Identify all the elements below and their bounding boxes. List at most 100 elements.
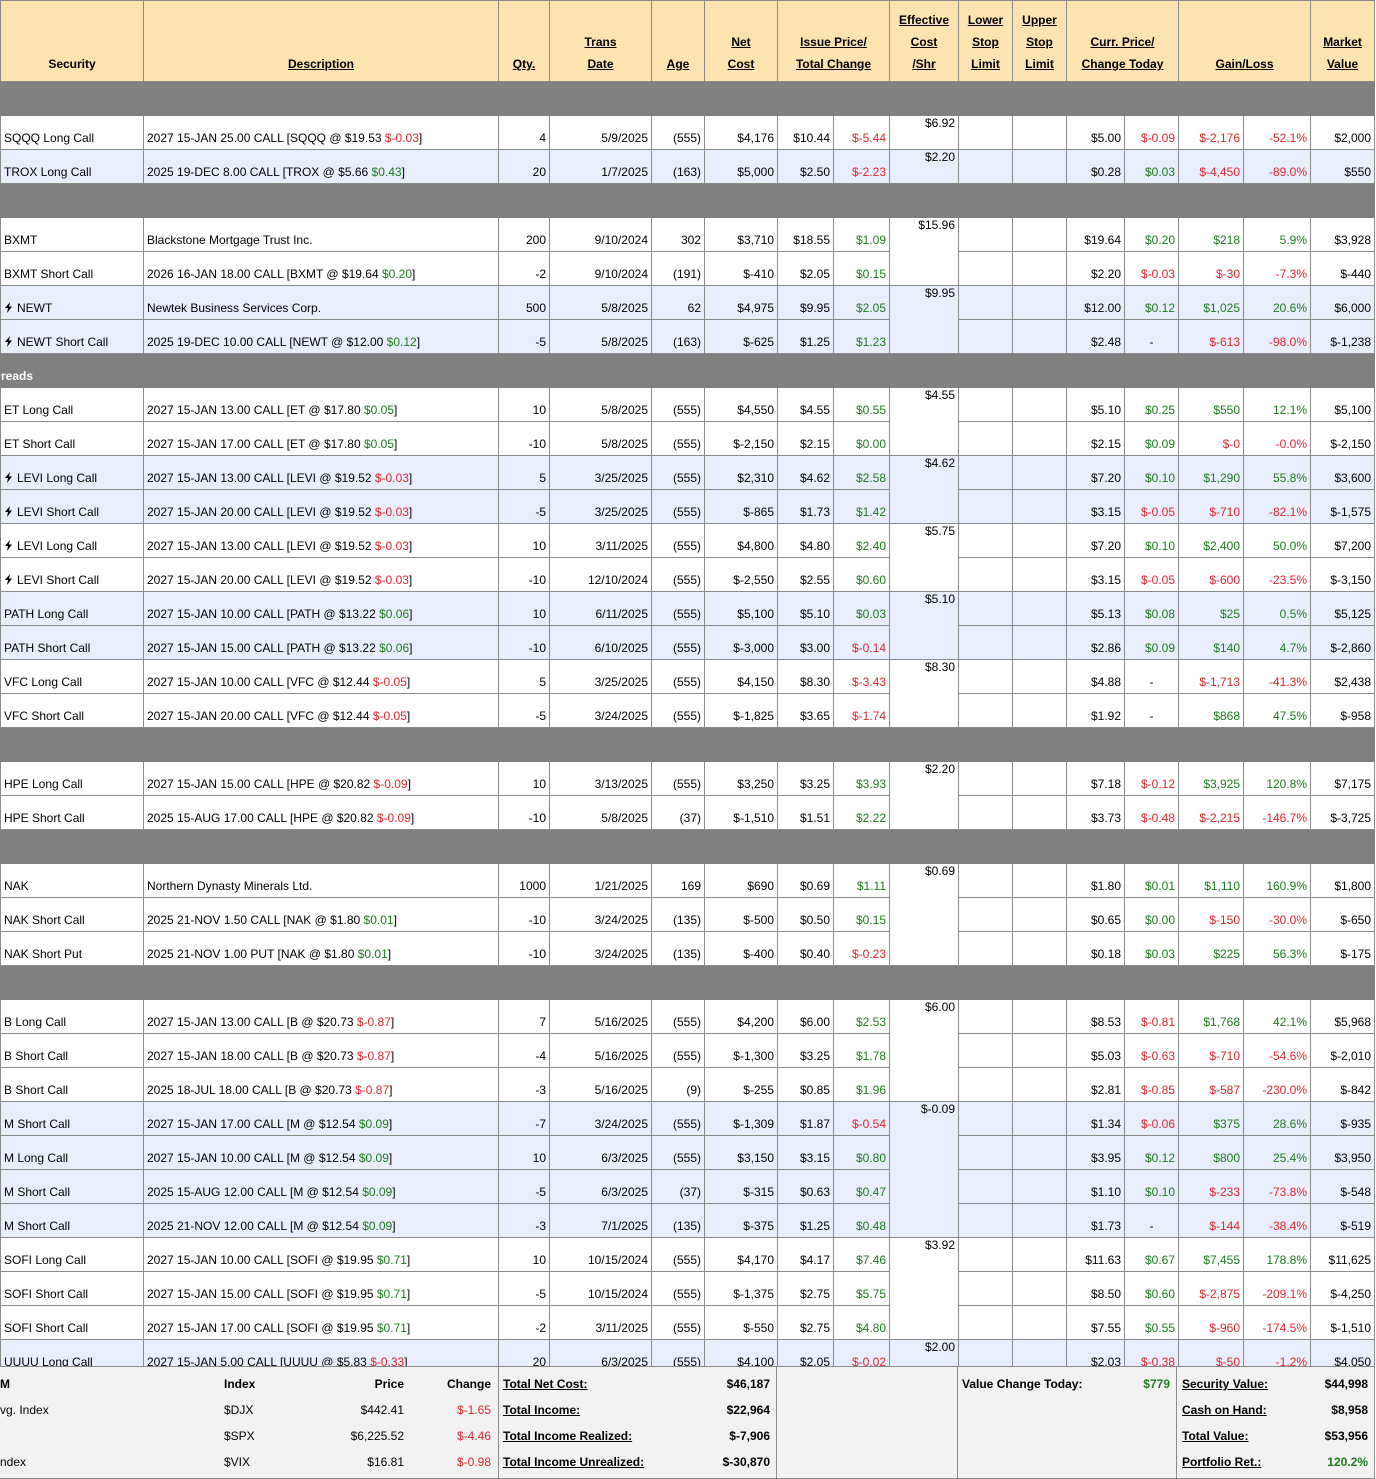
col-header-trans-date[interactable]: Trans Date xyxy=(549,0,652,82)
lower-stop-cell[interactable] xyxy=(958,1101,1013,1136)
security-cell[interactable]: VFC Long Call xyxy=(0,659,144,694)
lower-stop-cell[interactable] xyxy=(958,693,1013,728)
lower-stop-cell[interactable] xyxy=(958,251,1013,286)
security-cell[interactable]: NAK xyxy=(0,863,144,898)
security-cell[interactable]: LEVI Long Call xyxy=(0,523,144,558)
security-cell[interactable]: SOFI Short Call xyxy=(0,1305,144,1340)
upper-stop-cell[interactable] xyxy=(1012,625,1067,660)
lower-stop-cell[interactable] xyxy=(958,557,1013,592)
upper-stop-cell[interactable] xyxy=(1012,1135,1067,1170)
table-row[interactable]: PATH Long Call 2027 15-JAN 10.00 CALL [PA… xyxy=(0,591,1376,660)
security-cell[interactable]: HPE Long Call xyxy=(0,761,144,796)
security-cell[interactable]: M Short Call xyxy=(0,1203,144,1238)
index-row-symbol[interactable]: $DJX xyxy=(224,1403,254,1417)
table-row[interactable]: NAK Short Call 2025 21-NOV 1.50 CALL [NAK… xyxy=(0,897,1376,932)
lower-stop-cell[interactable] xyxy=(958,795,1013,830)
table-row[interactable]: B Short Call 2027 15-JAN 18.00 CALL [B @ … xyxy=(0,1033,1376,1068)
lower-stop-cell[interactable] xyxy=(958,1237,1013,1272)
lower-stop-cell[interactable] xyxy=(958,761,1013,796)
table-row[interactable]: BXMT Short Call 2026 16-JAN 18.00 CALL [B… xyxy=(0,251,1376,286)
upper-stop-cell[interactable] xyxy=(1012,149,1067,184)
table-row[interactable]: SQQQ Long Call 2027 15-JAN 25.00 CALL [SQ… xyxy=(0,115,1376,150)
upper-stop-cell[interactable] xyxy=(1012,489,1067,524)
security-cell[interactable]: PATH Long Call xyxy=(0,591,144,626)
security-cell[interactable]: SOFI Short Call xyxy=(0,1271,144,1306)
security-cell[interactable]: NEWT Short Call xyxy=(0,319,144,354)
col-header-issue-price[interactable]: Issue Price/Total Change xyxy=(777,0,890,82)
col-header-upper-stop[interactable]: Upper Stop Limit xyxy=(1012,0,1067,82)
lower-stop-cell[interactable] xyxy=(958,489,1013,524)
table-row[interactable]: SOFI Short Call 2027 15-JAN 17.00 CALL [S… xyxy=(0,1305,1376,1340)
security-cell[interactable]: NAK Short Call xyxy=(0,897,144,932)
table-row[interactable]: LEVI Long Call 2027 15-JAN 13.00 CALL [LE… xyxy=(0,455,1376,524)
security-cell[interactable]: LEVI Long Call xyxy=(0,455,144,490)
lower-stop-cell[interactable] xyxy=(958,217,1013,252)
lower-stop-cell[interactable] xyxy=(958,1033,1013,1068)
security-cell[interactable]: BXMT xyxy=(0,217,144,252)
security-cell[interactable]: NEWT xyxy=(0,285,144,320)
table-row[interactable]: HPE Short Call 2025 15-AUG 17.00 CALL [HP… xyxy=(0,795,1376,830)
security-cell[interactable]: M Short Call xyxy=(0,1101,144,1136)
table-row[interactable]: NAK Short Put 2025 21-NOV 1.00 PUT [NAK @… xyxy=(0,931,1376,966)
upper-stop-cell[interactable] xyxy=(1012,897,1067,932)
security-cell[interactable]: ET Long Call xyxy=(0,387,144,422)
upper-stop-cell[interactable] xyxy=(1012,557,1067,592)
upper-stop-cell[interactable] xyxy=(1012,1237,1067,1272)
security-cell[interactable]: PATH Short Call xyxy=(0,625,144,660)
lower-stop-cell[interactable] xyxy=(958,625,1013,660)
upper-stop-cell[interactable] xyxy=(1012,421,1067,456)
lower-stop-cell[interactable] xyxy=(958,999,1013,1034)
security-cell[interactable]: VFC Short Call xyxy=(0,693,144,728)
upper-stop-cell[interactable] xyxy=(1012,931,1067,966)
upper-stop-cell[interactable] xyxy=(1012,1305,1067,1340)
security-cell[interactable]: M Short Call xyxy=(0,1169,144,1204)
lower-stop-cell[interactable] xyxy=(958,421,1013,456)
col-header-curr-price[interactable]: Curr. Price/Change Today xyxy=(1065,0,1180,82)
table-row[interactable]: M Short Call 2027 15-JAN 17.00 CALL [M @ … xyxy=(0,1101,1376,1238)
lower-stop-cell[interactable] xyxy=(958,591,1013,626)
security-cell[interactable]: BXMT Short Call xyxy=(0,251,144,286)
security-cell[interactable]: TROX Long Call xyxy=(0,149,144,184)
col-header-market-value[interactable]: Market Value xyxy=(1310,0,1376,82)
lower-stop-cell[interactable] xyxy=(958,455,1013,490)
table-row[interactable]: TROX Long Call 2025 19-DEC 8.00 CALL [TRO… xyxy=(0,149,1376,184)
lower-stop-cell[interactable] xyxy=(958,285,1013,320)
upper-stop-cell[interactable] xyxy=(1012,999,1067,1034)
upper-stop-cell[interactable] xyxy=(1012,1169,1067,1204)
upper-stop-cell[interactable] xyxy=(1012,693,1067,728)
table-row[interactable]: NAK Northern Dynasty Minerals Ltd. 1000 1/2… xyxy=(0,863,1376,966)
security-cell[interactable]: B Short Call xyxy=(0,1067,144,1102)
table-row[interactable]: PATH Short Call 2027 15-JAN 15.00 CALL [P… xyxy=(0,625,1376,660)
index-row-symbol[interactable]: $SPX xyxy=(224,1429,255,1443)
security-cell[interactable]: LEVI Short Call xyxy=(0,489,144,524)
upper-stop-cell[interactable] xyxy=(1012,659,1067,694)
col-header-description[interactable]: Description xyxy=(143,0,499,82)
col-header-net-cost[interactable]: Net Cost xyxy=(704,0,778,82)
col-header-gain-loss[interactable]: Gain/Loss xyxy=(1178,0,1312,82)
upper-stop-cell[interactable] xyxy=(1012,387,1067,422)
security-cell[interactable]: NAK Short Put xyxy=(0,931,144,966)
upper-stop-cell[interactable] xyxy=(1012,251,1067,286)
index-row-symbol[interactable]: $VIX xyxy=(224,1455,251,1469)
lower-stop-cell[interactable] xyxy=(958,319,1013,354)
table-row[interactable]: LEVI Long Call 2027 15-JAN 13.00 CALL [LE… xyxy=(0,523,1376,592)
upper-stop-cell[interactable] xyxy=(1012,523,1067,558)
upper-stop-cell[interactable] xyxy=(1012,591,1067,626)
security-cell[interactable]: B Short Call xyxy=(0,1033,144,1068)
col-header-age[interactable]: Age xyxy=(651,0,705,82)
table-row[interactable]: LEVI Short Call 2027 15-JAN 20.00 CALL [L… xyxy=(0,557,1376,592)
table-row[interactable]: M Long Call 2027 15-JAN 10.00 CALL [M @ $… xyxy=(0,1135,1376,1170)
lower-stop-cell[interactable] xyxy=(958,1271,1013,1306)
table-row[interactable]: B Short Call 2025 18-JUL 18.00 CALL [B @ … xyxy=(0,1067,1376,1102)
security-cell[interactable]: M Long Call xyxy=(0,1135,144,1170)
table-row[interactable]: HPE Long Call 2027 15-JAN 15.00 CALL [HPE… xyxy=(0,761,1376,830)
table-row[interactable]: SOFI Long Call 2027 15-JAN 10.00 CALL [SO… xyxy=(0,1237,1376,1340)
upper-stop-cell[interactable] xyxy=(1012,285,1067,320)
upper-stop-cell[interactable] xyxy=(1012,1033,1067,1068)
lower-stop-cell[interactable] xyxy=(958,387,1013,422)
col-header-lower-stop[interactable]: Lower Stop Limit xyxy=(958,0,1013,82)
lower-stop-cell[interactable] xyxy=(958,897,1013,932)
table-row[interactable]: LEVI Short Call 2027 15-JAN 20.00 CALL [L… xyxy=(0,489,1376,524)
upper-stop-cell[interactable] xyxy=(1012,1203,1067,1238)
upper-stop-cell[interactable] xyxy=(1012,115,1067,150)
